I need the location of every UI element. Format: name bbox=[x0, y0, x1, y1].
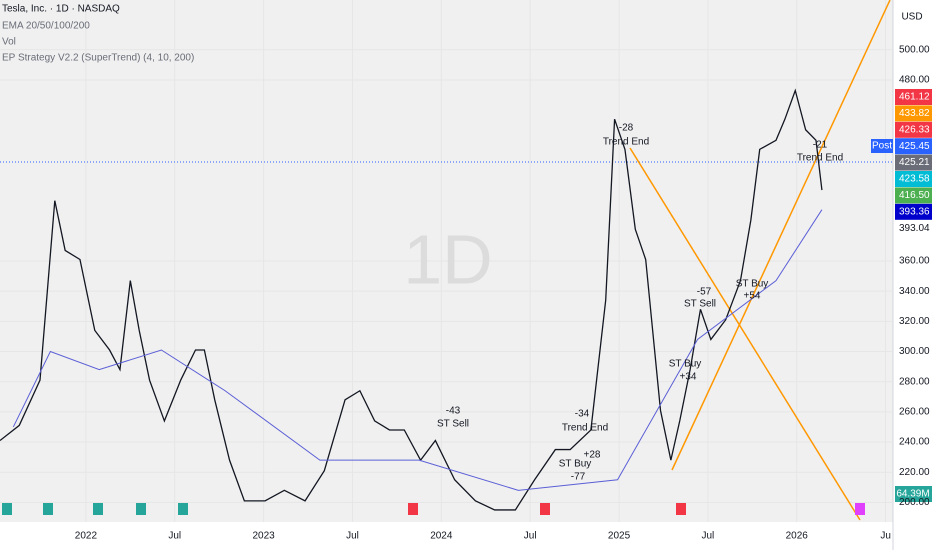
time-axis bbox=[0, 522, 893, 550]
y-tick-label: 320.00 bbox=[899, 316, 930, 327]
x-tick-label: Jul bbox=[168, 531, 181, 542]
price-label: 425.45 bbox=[899, 141, 930, 152]
symbol-title[interactable]: Tesla, Inc. · 1D · NASDAQ bbox=[2, 3, 120, 14]
earnings-badge[interactable] bbox=[408, 503, 418, 515]
annotation: Trend End bbox=[603, 137, 649, 148]
earnings-badge[interactable] bbox=[93, 503, 103, 515]
y-tick-label: 480.00 bbox=[899, 75, 930, 86]
y-tick-label: 240.00 bbox=[899, 437, 930, 448]
price-badge bbox=[895, 203, 932, 220]
price-line bbox=[0, 88, 823, 511]
earnings-badge[interactable] bbox=[178, 503, 188, 515]
annotation: +28 bbox=[584, 450, 601, 461]
price-badge bbox=[895, 89, 932, 105]
earnings-badge[interactable] bbox=[2, 503, 12, 515]
y-tick-label: 200.00 bbox=[899, 497, 930, 508]
y-tick-label: 220.00 bbox=[899, 467, 930, 478]
price-label: 426.33 bbox=[899, 124, 930, 135]
x-tick-label: Jul bbox=[701, 531, 714, 542]
indicator[interactable]: EMA 20/50/100/200 bbox=[2, 20, 90, 31]
y-tick-label: 500.00 bbox=[899, 44, 930, 55]
price-label: 416.50 bbox=[899, 190, 930, 201]
trend-line bbox=[629, 147, 861, 521]
volume-badge bbox=[895, 486, 932, 502]
annotation: -43 bbox=[446, 406, 461, 417]
post-badge bbox=[871, 139, 893, 153]
annotation: +54 bbox=[744, 291, 761, 302]
x-tick-label: Ju bbox=[880, 531, 891, 542]
y-tick-label: 340.00 bbox=[899, 286, 930, 297]
price-label: 393.04 bbox=[899, 223, 930, 234]
annotation: ST Buy bbox=[559, 459, 592, 470]
price-badge bbox=[895, 171, 932, 187]
earnings-badge[interactable] bbox=[136, 503, 146, 515]
currency[interactable]: USD bbox=[901, 12, 922, 23]
price-label: 461.12 bbox=[899, 92, 930, 103]
price-badge bbox=[895, 187, 932, 204]
price-label: 423.58 bbox=[899, 174, 930, 185]
indicator[interactable]: EP Strategy V2.2 (SuperTrend) (4, 10, 20… bbox=[2, 52, 194, 63]
x-tick-label: 2023 bbox=[252, 531, 275, 542]
annotation: ST Buy bbox=[669, 359, 702, 370]
x-tick-label: Jul bbox=[524, 531, 537, 542]
earnings-badge[interactable] bbox=[540, 503, 550, 515]
earnings-badges bbox=[2, 503, 865, 515]
price-badge bbox=[895, 105, 932, 122]
earnings-badge[interactable] bbox=[43, 503, 53, 515]
x-tick-label: 2025 bbox=[608, 531, 631, 542]
annotation: -34 bbox=[575, 409, 590, 420]
y-tick-label: 360.00 bbox=[899, 256, 930, 267]
earnings-badge[interactable] bbox=[855, 503, 865, 515]
price-label: 393.36 bbox=[899, 206, 930, 217]
annotation: ST Sell bbox=[437, 419, 469, 430]
y-tick-label: 280.00 bbox=[899, 376, 930, 387]
y-tick-label: 260.00 bbox=[899, 407, 930, 418]
annotation: ST Sell bbox=[684, 299, 716, 310]
annotation: -57 bbox=[697, 287, 712, 298]
x-tick-label: 2026 bbox=[786, 531, 809, 542]
trend-line bbox=[671, 0, 891, 471]
annotation: +34 bbox=[680, 372, 697, 383]
x-tick-label: 2024 bbox=[430, 531, 453, 542]
annotation: -77 bbox=[571, 472, 586, 483]
annotation: -21 bbox=[813, 140, 828, 151]
earnings-badge[interactable] bbox=[676, 503, 686, 515]
price-badge bbox=[895, 138, 932, 155]
annotation: ST Buy bbox=[736, 279, 769, 290]
price-line bbox=[12, 209, 823, 491]
x-tick-label: 2022 bbox=[75, 531, 98, 542]
annotation: Trend End bbox=[797, 153, 843, 164]
indicator[interactable]: Vol bbox=[2, 36, 16, 47]
y-tick-label: 300.00 bbox=[899, 346, 930, 357]
x-tick-label: Jul bbox=[346, 531, 359, 542]
price-label: 433.82 bbox=[899, 108, 930, 119]
price-badge bbox=[895, 154, 932, 171]
volume-label: 64.39M bbox=[896, 489, 929, 500]
annotation: -28 bbox=[619, 123, 634, 134]
annotation: Trend End bbox=[562, 423, 608, 434]
price-badge bbox=[895, 121, 932, 138]
post-label: Post bbox=[872, 141, 892, 152]
watermark: 1D bbox=[403, 220, 492, 298]
price-label: 425.21 bbox=[899, 157, 930, 168]
